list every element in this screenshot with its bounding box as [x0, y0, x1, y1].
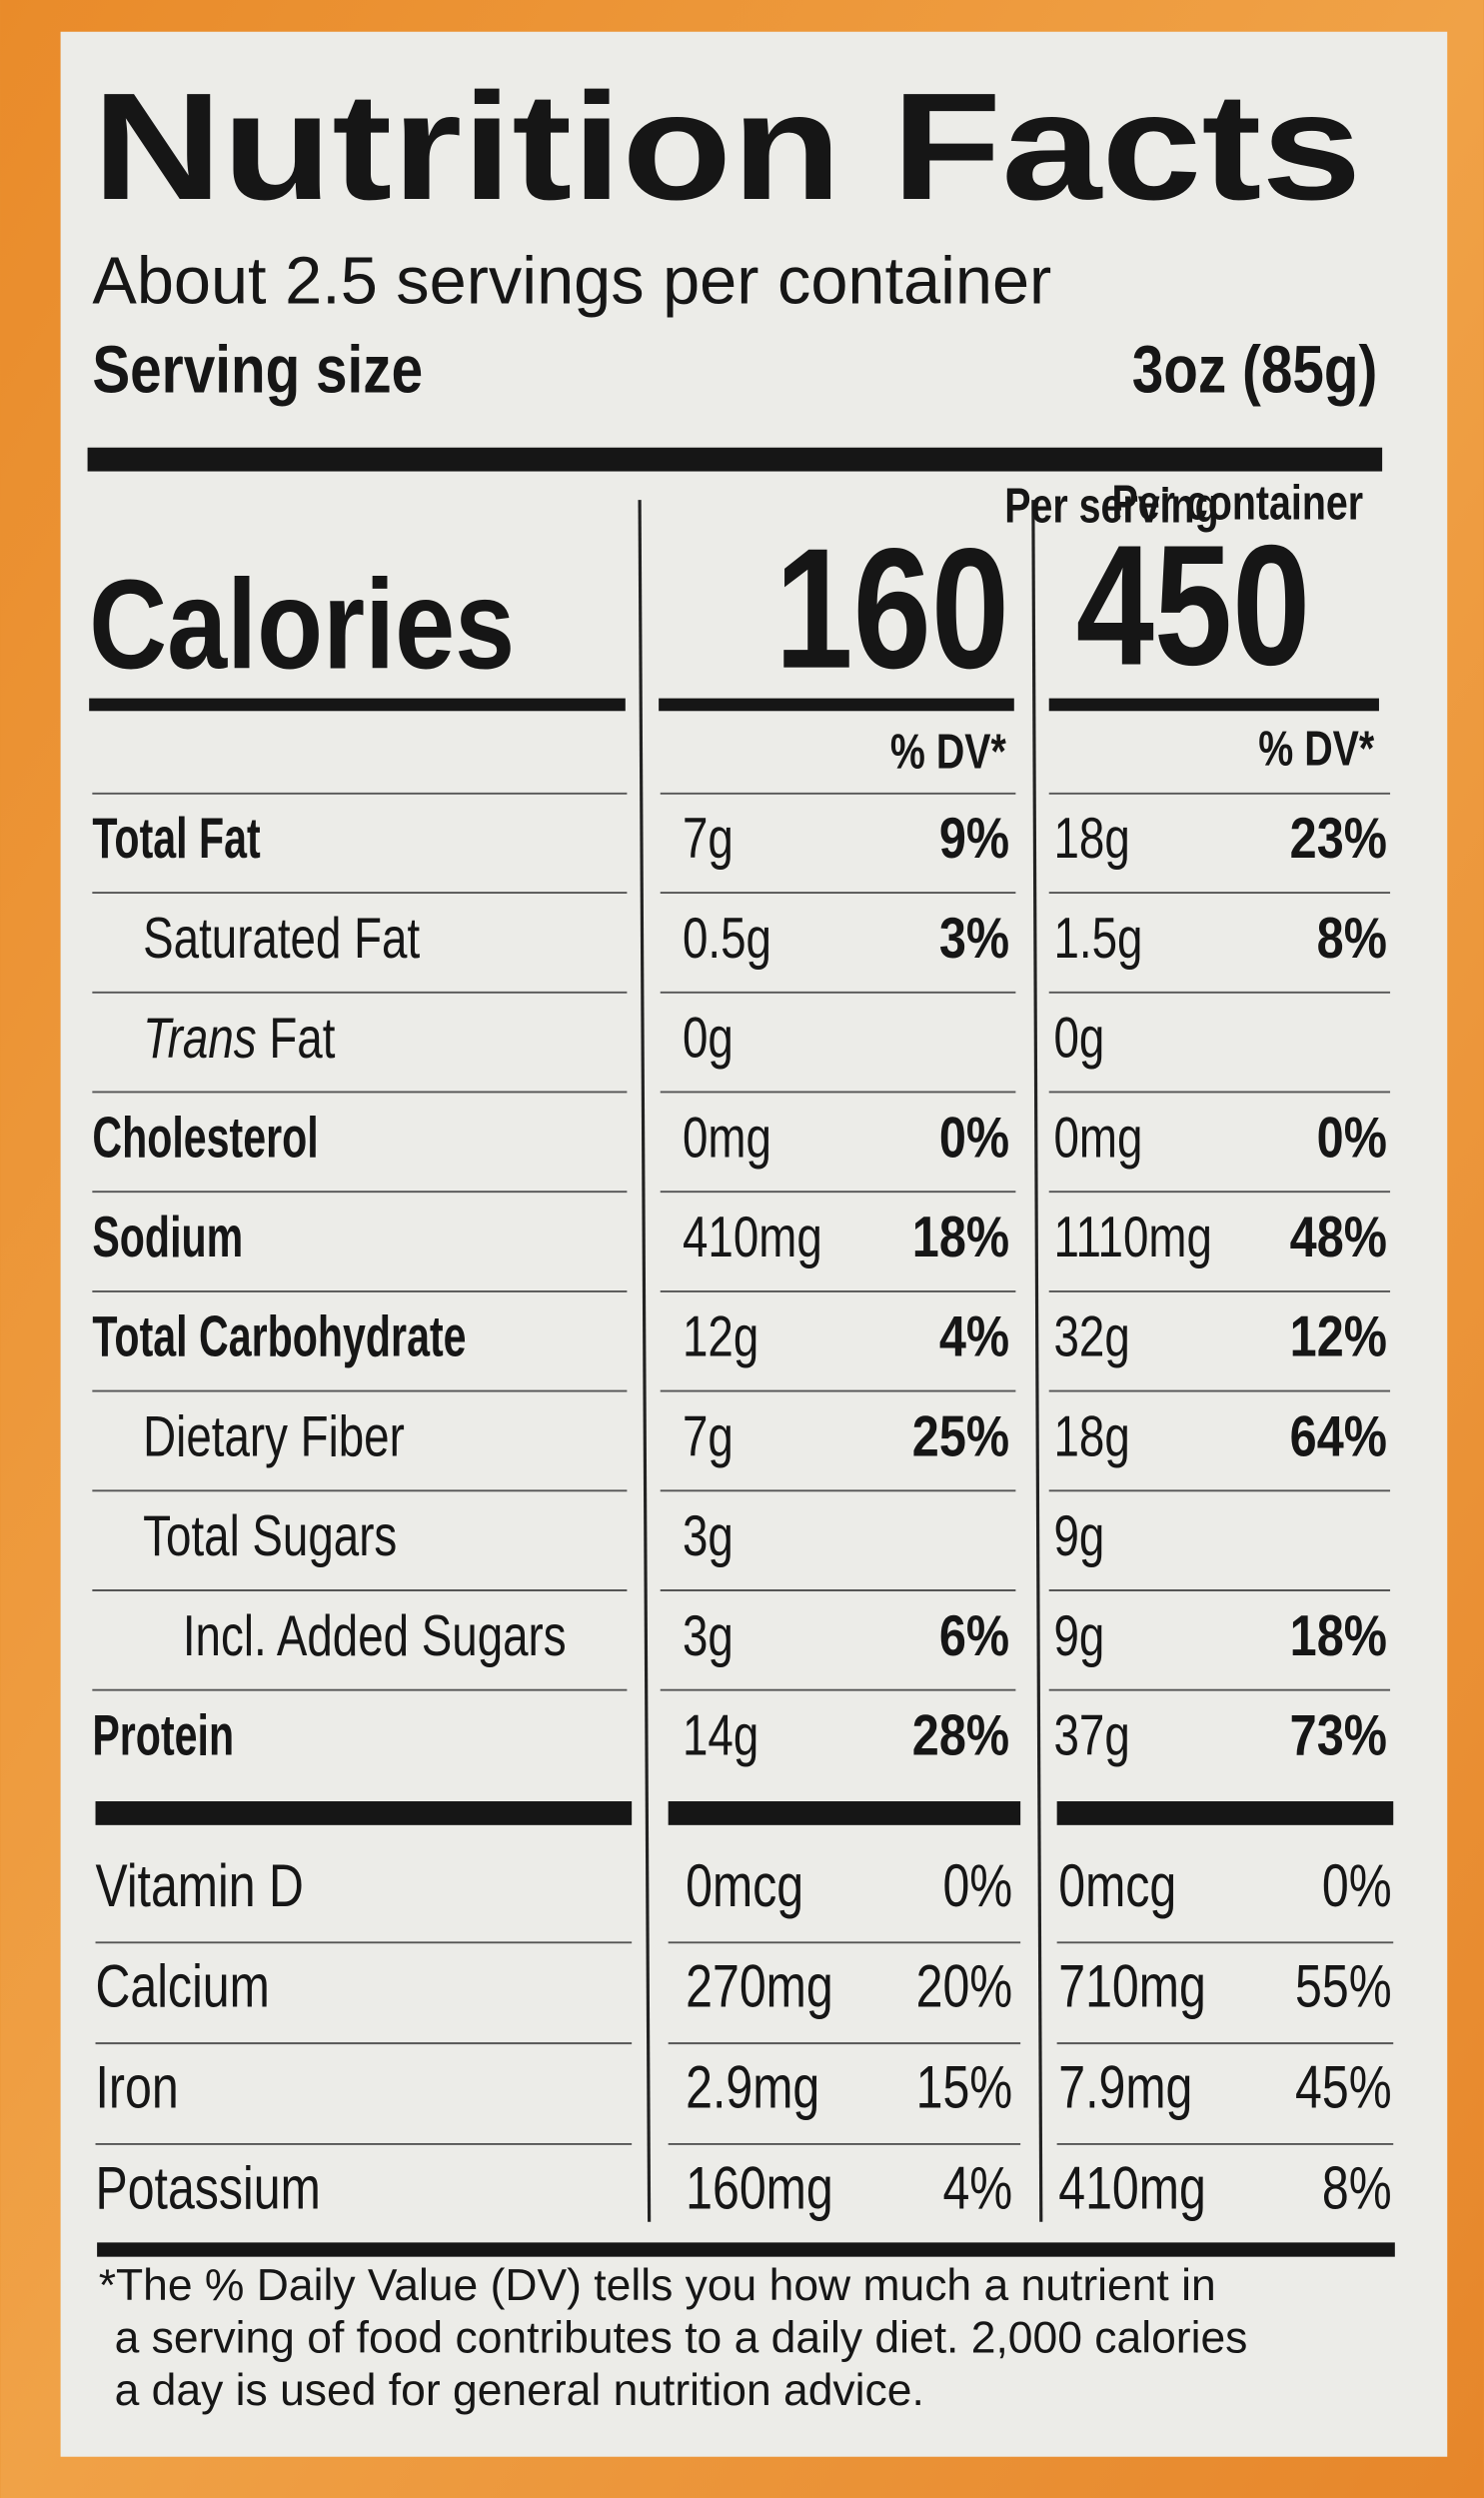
footnote: *The % Daily Value (DV) tells you how mu… — [99, 2261, 1216, 2310]
vitamin-name: Iron — [96, 2053, 179, 2120]
nutrient-name: Incl. Added Sugars — [183, 1603, 567, 1667]
amount: 2.9mg — [686, 2053, 819, 2120]
amount: 14g — [683, 1703, 758, 1767]
amount: 37g — [1053, 1703, 1129, 1767]
daily-value: 15% — [916, 2053, 1013, 2120]
column-divider — [1031, 500, 1043, 2222]
amount: 0g — [683, 1006, 734, 1070]
column-header: Per serving — [1004, 480, 1218, 534]
thick-bar — [87, 447, 1383, 472]
amount: 12g — [683, 1304, 758, 1368]
nutrient-name-italic: Trans — [143, 1006, 256, 1070]
amount: 9g — [1053, 1603, 1104, 1667]
daily-value: 23% — [1290, 808, 1387, 872]
daily-value: 12% — [1290, 1305, 1387, 1369]
column-divider — [638, 500, 652, 2222]
amount: 0mcg — [1058, 1852, 1176, 1919]
servings: About 2.5 servings per container — [92, 244, 1051, 318]
daily-value: 0% — [1317, 1107, 1387, 1171]
nutrient-name: Trans Fat — [143, 1006, 335, 1070]
amount: 0g — [1053, 1006, 1104, 1070]
calories-bar — [1048, 698, 1379, 712]
daily-value: 55% — [1295, 1953, 1392, 2020]
daily-value: 4% — [942, 2154, 1012, 2221]
daily-value: 28% — [912, 1704, 1009, 1768]
vitamin-name: Potassium — [96, 2154, 321, 2221]
daily-value: 3% — [939, 907, 1009, 971]
nutrient-name: Cholesterol — [92, 1106, 318, 1170]
daily-value: 73% — [1290, 1704, 1387, 1768]
amount: 0mg — [683, 1105, 771, 1169]
daily-value: 4% — [939, 1305, 1009, 1369]
amount: 32g — [1053, 1304, 1129, 1368]
amount: 9g — [1053, 1503, 1104, 1567]
daily-value: 9% — [939, 808, 1009, 872]
daily-value: 8% — [1317, 907, 1387, 971]
serving-size-label: Serving size — [92, 333, 423, 407]
amount: 160mg — [686, 2154, 833, 2221]
nutrient-name: Protein — [92, 1703, 234, 1767]
amount: 410mg — [1058, 2154, 1206, 2221]
thick-bar — [95, 1801, 633, 1825]
amount: 0.5g — [683, 906, 771, 970]
nutrient-name: Dietary Fiber — [143, 1403, 405, 1467]
amount: 0mg — [1053, 1105, 1142, 1169]
daily-value: 64% — [1290, 1405, 1387, 1469]
calories-value: 160 — [774, 513, 1009, 704]
daily-value: 18% — [912, 1206, 1009, 1269]
amount: 7g — [683, 1403, 734, 1467]
amount: 7.9mg — [1058, 2053, 1192, 2120]
column-header: Per container — [1112, 476, 1364, 530]
daily-value: 48% — [1290, 1206, 1387, 1269]
amount: 7g — [683, 806, 734, 870]
vitamin-name: Calcium — [96, 1953, 270, 2020]
dv-header: % DV* — [890, 726, 1006, 780]
footnote: a day is used for general nutrition advi… — [115, 2366, 924, 2415]
amount: 270mg — [686, 1953, 833, 2020]
nutrient-name: Total Carbohydrate — [92, 1304, 466, 1368]
amount: 3g — [683, 1603, 734, 1667]
daily-value: 0% — [939, 1107, 1009, 1171]
nutrient-name: Total Fat — [92, 807, 260, 871]
daily-value: 18% — [1290, 1604, 1387, 1668]
panel — [60, 31, 1448, 2457]
amount: 3g — [683, 1503, 734, 1567]
calories-value: 450 — [1076, 510, 1311, 701]
calories-label: Calories — [89, 553, 515, 695]
daily-value: 20% — [916, 1953, 1013, 2020]
footnote: a serving of food contributes to a daily… — [115, 2314, 1248, 2363]
daily-value: 45% — [1295, 2053, 1392, 2120]
amount: 1.5g — [1053, 906, 1142, 970]
nutrient-name: Sodium — [92, 1205, 243, 1268]
amount: 410mg — [683, 1205, 822, 1268]
daily-value: 8% — [1322, 2154, 1392, 2221]
calories-bar — [89, 698, 626, 712]
thick-bar — [97, 2242, 1395, 2257]
vitamin-name: Vitamin D — [96, 1852, 304, 1919]
dv-header: % DV* — [1258, 722, 1374, 776]
nutrient-name: Saturated Fat — [143, 906, 420, 970]
nutrient-name: Total Sugars — [143, 1503, 397, 1567]
daily-value: 0% — [942, 1852, 1012, 1919]
thick-bar — [668, 1801, 1021, 1825]
daily-value: 6% — [939, 1604, 1009, 1668]
amount: 0mcg — [686, 1852, 803, 1919]
nutrient-name-rest: Fat — [269, 1006, 335, 1070]
thick-bar — [1056, 1801, 1394, 1825]
daily-value: 0% — [1322, 1852, 1392, 1919]
amount: 710mg — [1058, 1953, 1206, 2020]
serving-size: 3oz (85g) — [1132, 333, 1378, 407]
amount: 18g — [1053, 1403, 1129, 1467]
calories-bar — [659, 698, 1014, 712]
title: Nutrition Facts — [92, 62, 1361, 232]
amount: 1110mg — [1053, 1205, 1211, 1268]
daily-value: 25% — [912, 1405, 1009, 1469]
amount: 18g — [1053, 806, 1129, 870]
